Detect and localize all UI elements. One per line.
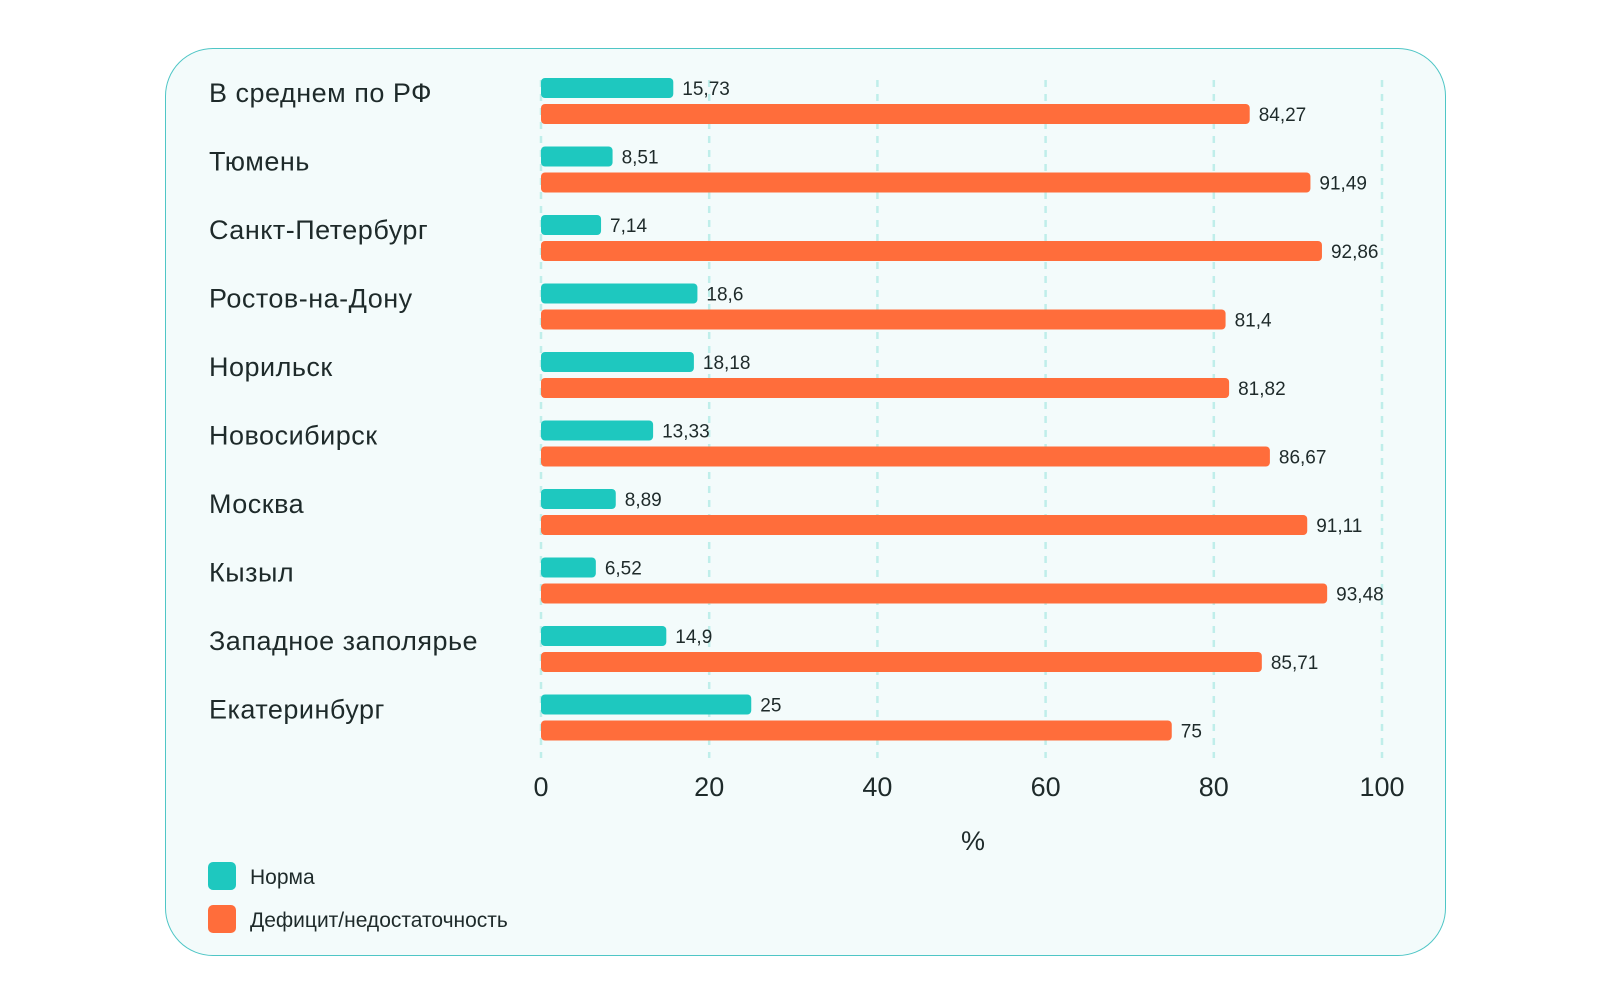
category-label: Тюмень xyxy=(209,147,310,177)
legend-label: Норма xyxy=(250,866,315,889)
value-labels: 15,73 84,27 8,51 91,49 7,14 92,86 18,6 81,4 18,1… xyxy=(605,79,1384,743)
legend-swatch xyxy=(208,862,236,890)
category-label: Новосибирск xyxy=(209,421,378,451)
bar-deficit xyxy=(541,446,1270,467)
category-label: Кызыл xyxy=(209,558,294,588)
bars xyxy=(541,78,1328,741)
value-label: 91,49 xyxy=(1319,174,1367,195)
value-label: 81,4 xyxy=(1235,311,1272,332)
category-label: Москва xyxy=(209,489,305,519)
value-label: 75 xyxy=(1181,722,1202,743)
value-label: 6,52 xyxy=(605,559,642,580)
bar-deficit xyxy=(541,652,1262,672)
x-axis-ticks: 0 20 40 60 80 100 xyxy=(533,772,1404,802)
category-labels: В среднем по РФ Тюмень Санкт-Петербург Рост… xyxy=(209,78,478,725)
category-label: Санкт-Петербург xyxy=(209,215,428,245)
legend-label: Дефицит/недостаточность xyxy=(250,909,508,932)
value-label: 86,67 xyxy=(1279,448,1327,469)
x-tick-label: 60 xyxy=(1031,772,1061,802)
category-label: Екатеринбург xyxy=(209,695,385,725)
x-tick-label: 80 xyxy=(1199,772,1229,802)
value-label: 85,71 xyxy=(1271,653,1319,674)
value-label: 13,33 xyxy=(662,422,710,443)
value-label: 93,48 xyxy=(1336,585,1384,606)
chart-card xyxy=(165,48,1446,956)
value-label: 18,18 xyxy=(703,353,751,374)
grid-lines xyxy=(539,80,1384,758)
category-label: Западное заполярье xyxy=(209,626,478,656)
value-label: 8,89 xyxy=(625,490,662,511)
bar-deficit xyxy=(541,378,1230,398)
value-label: 14,9 xyxy=(675,627,712,648)
category-label: Ростов-на-Дону xyxy=(209,284,413,314)
bar-deficit xyxy=(541,583,1328,604)
value-label: 81,82 xyxy=(1238,379,1286,400)
bar-deficit xyxy=(541,241,1322,261)
legend: Норма Дефицит/недостаточность xyxy=(208,862,508,933)
legend-swatch xyxy=(208,905,236,933)
value-label: 91,11 xyxy=(1316,516,1362,537)
bar-norma xyxy=(541,215,602,235)
bar-norma xyxy=(541,283,698,304)
bar-norma xyxy=(541,557,596,578)
x-tick-label: 20 xyxy=(694,772,724,802)
value-label: 84,27 xyxy=(1259,105,1307,126)
x-tick-label: 40 xyxy=(862,772,892,802)
value-label: 8,51 xyxy=(622,148,659,169)
value-label: 25 xyxy=(760,696,781,717)
bar-norma xyxy=(541,489,616,509)
x-axis-title: % xyxy=(961,826,985,856)
x-tick-label: 100 xyxy=(1359,772,1404,802)
bar-norma xyxy=(541,626,667,646)
bar-deficit xyxy=(541,104,1250,124)
category-label: Норильск xyxy=(209,352,333,382)
value-label: 92,86 xyxy=(1331,242,1379,263)
bar-norma xyxy=(541,146,613,167)
bar-deficit xyxy=(541,720,1172,741)
value-label: 15,73 xyxy=(682,79,730,100)
bar-deficit xyxy=(541,515,1308,535)
bar-norma xyxy=(541,78,674,98)
bar-deficit xyxy=(541,172,1311,193)
x-tick-label: 0 xyxy=(533,772,548,802)
bar-norma xyxy=(541,694,752,715)
bar-deficit xyxy=(541,309,1226,330)
bar-norma xyxy=(541,420,654,441)
value-label: 18,6 xyxy=(706,285,743,306)
category-label: В среднем по РФ xyxy=(209,78,432,108)
bar-norma xyxy=(541,352,694,372)
value-label: 7,14 xyxy=(610,216,647,237)
